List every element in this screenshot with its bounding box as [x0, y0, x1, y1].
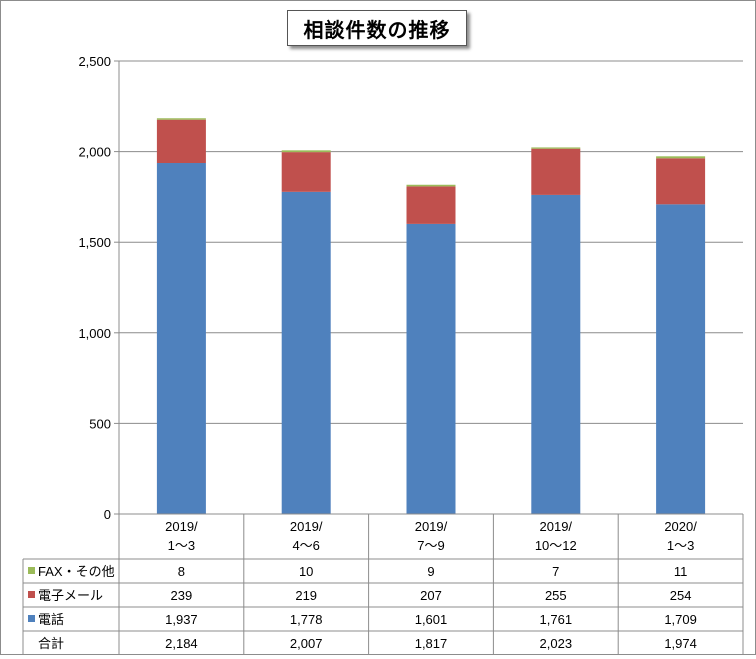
category-label-line1: 2019/	[415, 519, 448, 534]
legend-label: 電話	[38, 612, 64, 627]
category-label-line2: 1～3	[667, 538, 694, 553]
category-label-line1: 2019/	[540, 519, 573, 534]
bar-phone-4	[656, 204, 706, 514]
category-label-line2: 7～9	[417, 538, 444, 553]
bar-fax-0	[156, 118, 206, 120]
data-table-value: 239	[171, 588, 193, 603]
data-table-value: 1,709	[664, 612, 697, 627]
data-table-value: 255	[545, 588, 567, 603]
legend-label: 電子メール	[38, 588, 103, 603]
category-label-line2: 10～12	[535, 538, 577, 553]
legend-key	[28, 567, 35, 574]
data-table-value: 8	[178, 564, 185, 579]
y-tick-label: 1,500	[78, 235, 111, 250]
total-label: 合計	[38, 636, 64, 651]
total-value: 2,023	[540, 636, 573, 651]
data-table-value: 10	[299, 564, 313, 579]
legend-label: FAX・その他	[38, 564, 115, 579]
data-table-value: 1,778	[290, 612, 323, 627]
bar-phone-2	[406, 223, 456, 514]
bar-fax-2	[406, 184, 456, 187]
total-value: 1,974	[664, 636, 697, 651]
category-label-line1: 2020/	[664, 519, 697, 534]
data-table-value: 7	[552, 564, 559, 579]
total-value: 2,007	[290, 636, 323, 651]
category-label-line1: 2019/	[165, 519, 198, 534]
data-table-value: 9	[427, 564, 434, 579]
y-tick-label: 500	[89, 416, 111, 431]
data-table-value: 254	[670, 588, 692, 603]
data-table-value: 1,937	[165, 612, 198, 627]
data-table-value: 1,761	[540, 612, 573, 627]
total-value: 2,184	[165, 636, 198, 651]
bar-phone-3	[531, 194, 581, 514]
bar-fax-3	[531, 147, 581, 149]
y-tick-label: 2,500	[78, 54, 111, 69]
bar-email-4	[656, 158, 706, 205]
legend-key	[28, 591, 35, 598]
legend-key	[28, 615, 35, 622]
bar-email-1	[281, 152, 331, 192]
y-tick-label: 0	[104, 507, 111, 522]
data-table-value: 207	[420, 588, 442, 603]
bar-fax-1	[281, 150, 331, 153]
y-tick-label: 2,000	[78, 145, 111, 160]
bar-email-2	[406, 186, 456, 224]
category-label-line2: 1～3	[168, 538, 195, 553]
bar-email-3	[531, 148, 581, 195]
y-tick-label: 1,000	[78, 326, 111, 341]
data-table-value: 1,601	[415, 612, 448, 627]
bar-email-0	[156, 119, 206, 164]
category-label-line2: 4～6	[292, 538, 319, 553]
chart-title: 相談件数の推移	[287, 10, 467, 46]
bar-phone-1	[281, 191, 331, 514]
data-table-value: 219	[295, 588, 317, 603]
bar-fax-4	[656, 156, 706, 159]
bar-phone-0	[156, 163, 206, 514]
category-label-line1: 2019/	[290, 519, 323, 534]
data-table-value: 11	[674, 564, 688, 579]
total-value: 1,817	[415, 636, 448, 651]
